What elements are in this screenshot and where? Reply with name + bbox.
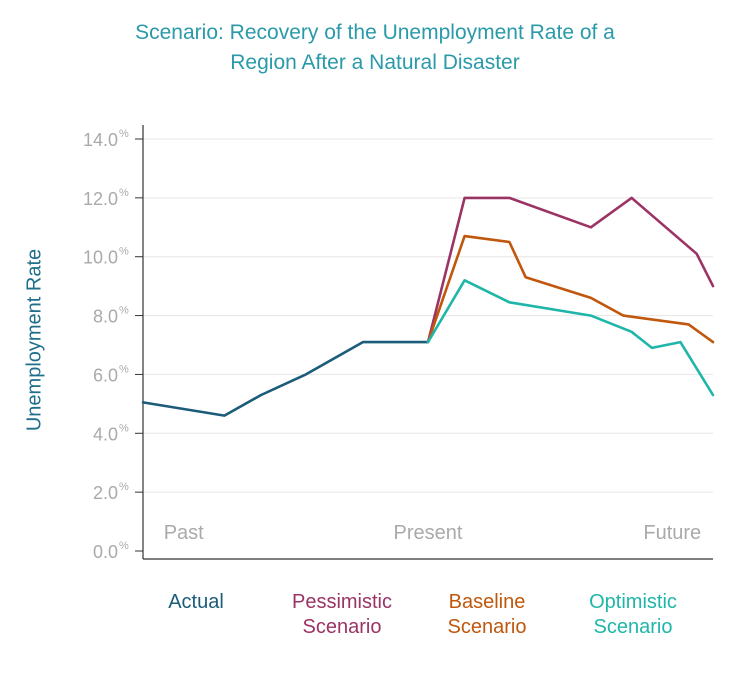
- legend-actual: Actual: [168, 590, 224, 615]
- y-tick-suffix-12.0: %: [119, 187, 129, 199]
- legend-actual-line-1: Actual: [168, 591, 224, 613]
- legend-pessimistic: Pessimistic Scenario: [292, 590, 392, 640]
- y-tick-suffix-14.0: %: [119, 128, 129, 140]
- y-tick-label-6.0: 6.0: [93, 365, 118, 385]
- period-label-present: Present: [394, 522, 463, 544]
- y-tick-suffix-2.0: %: [119, 481, 129, 493]
- period-label-future: Future: [643, 522, 701, 544]
- y-tick-suffix-4.0: %: [119, 422, 129, 434]
- y-tick-label-4.0: 4.0: [93, 424, 118, 444]
- chart-title-line-2: Region After a Natural Disaster: [230, 51, 520, 74]
- series-line-actual: [141, 340, 430, 417]
- legend-baseline-line-2: Scenario: [447, 616, 527, 638]
- y-tick-label-0.0: 0.0: [93, 542, 118, 562]
- legend-optimistic-line-2: Scenario: [593, 616, 673, 638]
- y-tick-suffix-10.0: %: [119, 246, 129, 258]
- series-line-baseline-scenario: [426, 234, 715, 344]
- legend-baseline-line-1: Baseline: [448, 591, 526, 613]
- legend-pessimistic-line-2: Scenario: [302, 616, 382, 638]
- period-label-past: Past: [164, 522, 204, 544]
- y-tick-label-2.0: 2.0: [93, 483, 118, 503]
- chart-title-line-1: Scenario: Recovery of the Unemployment R…: [135, 21, 615, 44]
- y-tick-label-8.0: 8.0: [93, 307, 118, 327]
- y-tick-label-14.0: 14.0: [83, 130, 118, 150]
- legend-optimistic: Optimistic Scenario: [589, 590, 677, 640]
- legend-pessimistic-line-1: Pessimistic: [291, 591, 393, 613]
- chart-title: Scenario: Recovery of the Unemployment R…: [0, 18, 750, 78]
- y-tick-suffix-6.0: %: [119, 363, 129, 375]
- legend-baseline: Baseline Scenario: [448, 590, 527, 640]
- y-tick-label-12.0: 12.0: [83, 189, 118, 209]
- y-tick-suffix-8.0: %: [119, 305, 129, 317]
- series-line-pessimistic-scenario: [426, 196, 715, 344]
- y-tick-label-10.0: 10.0: [83, 248, 118, 268]
- series-line-optimistic-scenario: [426, 278, 715, 397]
- y-tick-suffix-0.0: %: [119, 540, 129, 552]
- legend-optimistic-line-1: Optimistic: [589, 591, 677, 613]
